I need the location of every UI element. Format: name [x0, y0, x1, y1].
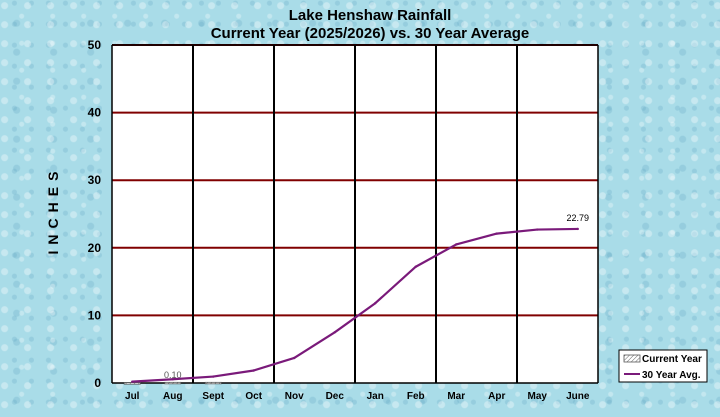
legend-30-year-avg-label: 30 Year Avg. [642, 370, 701, 381]
y-tick-label: 0 [94, 376, 101, 390]
current-year-data-label: 0.10 [164, 370, 182, 380]
x-tick-label: Apr [488, 391, 505, 402]
legend-box [618, 349, 708, 383]
current-year-bar [123, 382, 141, 385]
avg-point [212, 375, 215, 378]
x-tick-label: Nov [285, 391, 304, 402]
current-year-bar [204, 381, 222, 385]
x-tick-label: Mar [447, 391, 465, 402]
legend: Current Year 30 Year Avg. [618, 349, 708, 383]
x-tick-label: Aug [163, 391, 182, 402]
avg-point [414, 265, 417, 268]
y-tick-label: 50 [88, 38, 102, 52]
avg-point [536, 228, 539, 231]
avg-point [455, 243, 458, 246]
legend-current-year-swatch [623, 354, 641, 363]
x-tick-label: June [566, 391, 590, 402]
avg-data-label: 22.79 [566, 213, 589, 223]
chart-title: Lake Henshaw Rainfall [289, 7, 452, 24]
legend-current-year-label: Current Year [642, 354, 702, 365]
y-axis-label: INCHES [45, 166, 61, 255]
avg-point [333, 331, 336, 334]
x-tick-label: Dec [326, 391, 345, 402]
avg-point [374, 302, 377, 305]
x-tick-label: Feb [407, 391, 425, 402]
avg-point [576, 227, 579, 231]
avg-point [252, 369, 255, 372]
chart-subtitle: Current Year (2025/2026) vs. 30 Year Ave… [211, 25, 530, 42]
avg-point [171, 378, 174, 381]
avg-point [131, 380, 134, 383]
y-tick-label: 10 [88, 308, 102, 322]
y-tick-label: 30 [88, 173, 102, 187]
avg-series-line [132, 227, 578, 383]
x-tick-label: Jul [125, 391, 140, 402]
x-tick-label: Oct [245, 391, 262, 402]
x-tick-label: Jan [367, 391, 384, 402]
x-tick-label: Sept [202, 391, 224, 402]
avg-point [293, 356, 296, 360]
y-tick-label: 40 [88, 106, 102, 120]
avg-point [495, 232, 498, 235]
current-year-bar [164, 381, 182, 385]
x-tick-label: May [528, 391, 548, 402]
y-tick-label: 20 [88, 241, 102, 255]
